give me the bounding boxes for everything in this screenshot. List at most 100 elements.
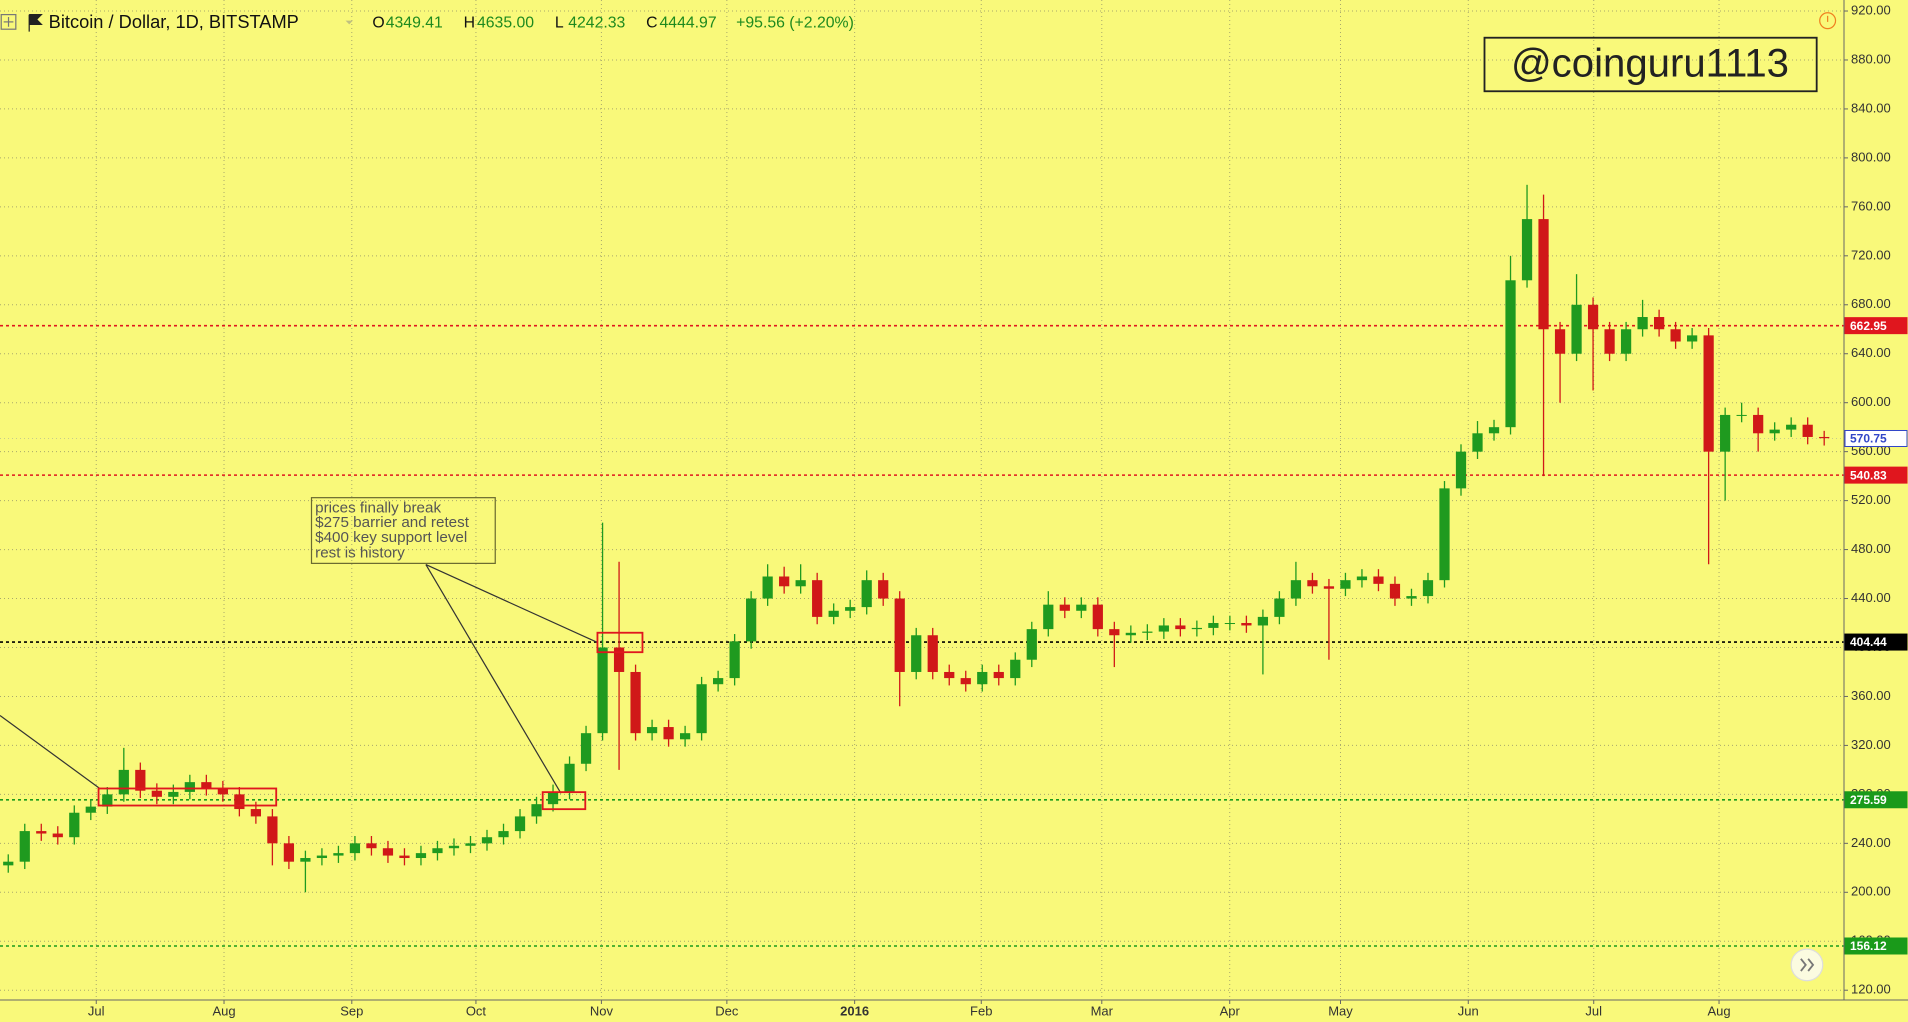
candle-body (1538, 219, 1549, 330)
candle-body (746, 598, 757, 642)
candle-body (415, 853, 427, 859)
candle-body (911, 635, 922, 672)
x-tick-label: Aug (212, 1003, 235, 1018)
annotation-arrow (425, 564, 598, 644)
candle-body (36, 831, 47, 834)
candle-body (69, 812, 80, 838)
y-tick-label: 720.00 (1851, 247, 1891, 262)
symbol-title[interactable]: Bitcoin / Dollar, 1D, BITSTAMP (49, 11, 299, 32)
annotation-line: prices finally break (315, 500, 441, 517)
candle-body (300, 858, 311, 862)
candle-body (1587, 304, 1599, 330)
watermark-box (1483, 36, 1818, 93)
candle-body (597, 647, 608, 734)
candle-body (779, 576, 790, 587)
y-tick-label: 120.00 (1851, 982, 1891, 997)
readout-value: 4242.33 (568, 14, 625, 31)
candle-body (1340, 580, 1351, 589)
candle-body (1472, 433, 1483, 452)
y-tick-label: 880.00 (1851, 51, 1891, 66)
candle-body (1142, 631, 1153, 633)
candle-body (927, 635, 938, 672)
scroll-to-end-button[interactable] (1790, 948, 1824, 982)
candle-body (1819, 436, 1830, 439)
candle-body (3, 861, 14, 866)
levels (0, 324, 1844, 947)
x-tick-label: Oct (466, 1003, 487, 1018)
readout-key: H (464, 14, 475, 31)
candle-body (1406, 596, 1417, 599)
candle-body (845, 607, 856, 611)
x-tick-label: Feb (970, 1003, 992, 1018)
readout-key: L (555, 14, 564, 31)
candle-body (944, 671, 955, 679)
y-tick-label: 640.00 (1851, 345, 1891, 360)
candle-body (1637, 317, 1648, 330)
dropdown-arrow[interactable] (345, 20, 353, 25)
candle-body (1026, 629, 1037, 660)
ohlc-readout: O 4349.41 H 4635.00 L 4242.33 C 4444.97 (372, 14, 716, 31)
candle-body (1571, 304, 1582, 354)
candle-body (861, 580, 872, 608)
candle-body (1653, 317, 1665, 330)
candle-body (547, 791, 559, 805)
price-tag-label: 156.12 (1850, 939, 1887, 953)
candle-body (333, 853, 344, 856)
candle-body (448, 845, 460, 849)
candle-body (1274, 598, 1285, 617)
candle-body (762, 576, 773, 599)
candle-body (1224, 623, 1236, 625)
candle-body (498, 831, 509, 838)
readout-value: 4444.97 (660, 14, 717, 31)
candle-body (1290, 580, 1302, 599)
candle-body (1092, 604, 1103, 630)
candle-body (1241, 623, 1252, 626)
price-tag (1844, 791, 1908, 809)
candle-body (514, 816, 526, 832)
candle-body (1769, 429, 1780, 434)
candle-body (630, 671, 641, 734)
candle-body (646, 727, 658, 734)
x-tick-label: Sep (340, 1003, 363, 1018)
candle-body (1521, 219, 1533, 281)
candle-body (1125, 632, 1136, 636)
candle-body (1389, 583, 1401, 599)
candle-body (168, 791, 179, 797)
readout-value: 4635.00 (477, 14, 534, 31)
candle-body (135, 769, 146, 791)
x-tick-label: Aug (1707, 1003, 1730, 1018)
candle-body (1076, 604, 1087, 611)
candle-body (184, 782, 195, 792)
symbol-icon[interactable] (0, 13, 17, 30)
candle-body (1191, 627, 1202, 630)
price-tag (1844, 466, 1908, 484)
highlight-box (541, 791, 587, 811)
highlight-box (97, 787, 278, 807)
y-tick-label: 680.00 (1851, 296, 1891, 311)
candle-body (1687, 335, 1698, 342)
candle-body (1307, 580, 1318, 587)
candle-body (1736, 414, 1747, 416)
candle-body (1010, 659, 1021, 679)
candle-body (283, 843, 295, 862)
warning-icon[interactable] (1819, 12, 1837, 30)
candle-body (1175, 625, 1186, 630)
price-tag-label: 570.75 (1850, 432, 1887, 446)
readout-key: O (372, 14, 384, 31)
price-tag (1844, 317, 1908, 335)
candle-body (465, 843, 476, 846)
candle-body (1604, 329, 1615, 354)
price-tags: 662.95 540.83 404.44 275.59 156.12 570.75 (1844, 317, 1908, 955)
x-tick-label: Jul (88, 1003, 105, 1018)
annotation-arrow (425, 564, 562, 794)
candle-body (349, 843, 361, 854)
highlight-box (596, 631, 644, 654)
y-tick-label: 240.00 (1851, 835, 1891, 850)
candle-body (1373, 576, 1384, 584)
x-tick-label: Jul (1585, 1003, 1602, 1018)
candle-body (663, 727, 674, 740)
overlay: Bitcoin / Dollar, 1D, BITSTAMP O 4349.41 H… (0, 11, 1837, 982)
